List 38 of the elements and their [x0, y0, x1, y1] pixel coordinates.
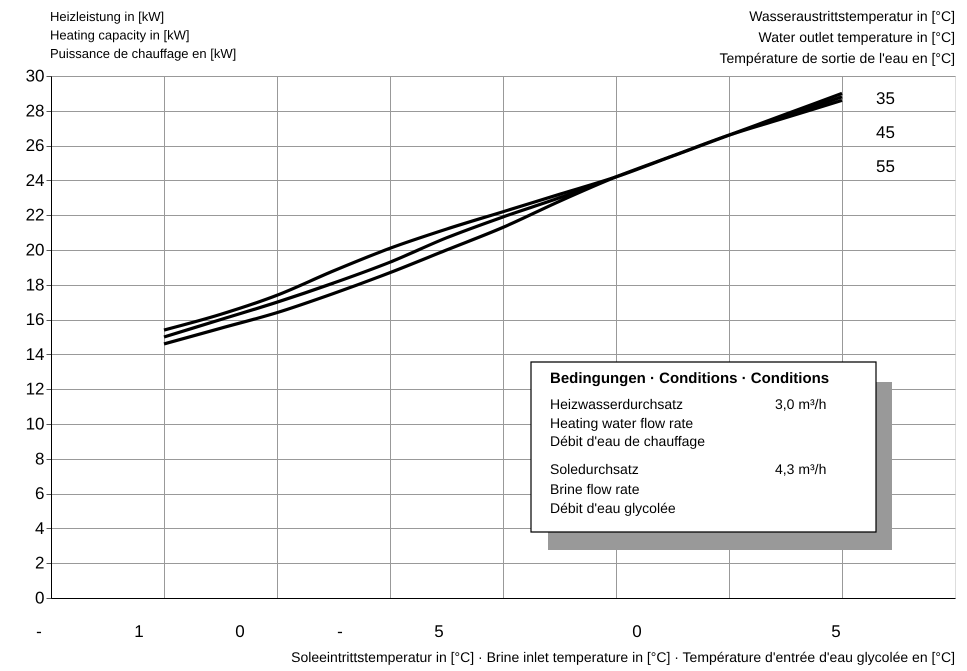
y-tick-label: 28	[26, 101, 44, 120]
annotation: Bedingungen · Conditions · Conditions	[550, 370, 830, 387]
annotation: Heizwasserdurchsatz	[550, 396, 684, 412]
y-tick-label: 4	[35, 518, 44, 538]
annotation: Brine flow rate	[550, 481, 640, 497]
y-axis-title: Heizleistung in [kW] Heating capacity in [kW] Puissance de chauffage en [kW]	[50, 9, 236, 61]
text: -	[36, 622, 42, 641]
text: 1	[134, 622, 144, 641]
text: 35	[876, 89, 895, 108]
y-tick-label: 6	[35, 484, 44, 504]
annotation: 4,3 m³/h	[775, 461, 826, 477]
y-tick-label: 30	[26, 66, 44, 86]
annotation: Soledurchsatz	[550, 461, 639, 477]
y-tick-label: 10	[26, 414, 44, 434]
y-tick-label: 0	[35, 588, 44, 608]
y-tick-label: 12	[26, 380, 44, 399]
text: -	[337, 622, 343, 641]
y-tick-label: 20	[26, 240, 44, 260]
y-tick-label: 2	[35, 554, 44, 573]
y-tick-label: 14	[26, 344, 44, 364]
y-tick-label: 26	[26, 136, 44, 156]
y-tick-label: 18	[26, 275, 44, 294]
x-axis-title: Soleeintrittstemperatur in [°C] · Brine inlet temperature in [°C] · Température d'entrée d'eau glycolée en [°C]	[291, 649, 955, 665]
annotation: Débit d'eau glycolée	[550, 500, 676, 516]
text: 5	[831, 622, 841, 641]
y-tick-label: 24	[26, 170, 44, 190]
annotation: Heating water flow rate	[550, 415, 694, 431]
annotation: Débit d'eau de chauffage	[550, 433, 706, 449]
text: 45	[876, 123, 895, 142]
text: 5	[434, 622, 444, 641]
y-tick-label: 8	[35, 449, 44, 468]
text: 55	[876, 157, 895, 176]
annotation: 3,0 m³/h	[775, 396, 826, 412]
y-tick-label: 16	[26, 310, 44, 330]
text: 0	[632, 622, 642, 641]
y-tick-label: 22	[26, 206, 44, 225]
text: 0	[235, 622, 245, 641]
legend-title: Wasseraustrittstemperatur in [°C] Water outlet temperature in [°C] Température de sortie de l'eau en [°C]	[719, 8, 955, 66]
